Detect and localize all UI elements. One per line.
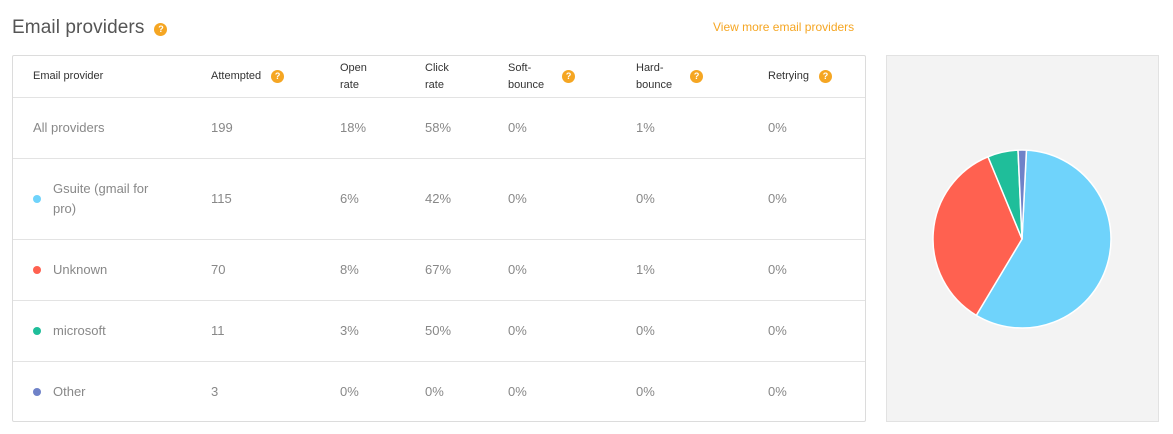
- view-more-providers-link[interactable]: View more email providers: [713, 20, 855, 34]
- attempted-value: 11: [211, 323, 225, 338]
- attempted-value: 3: [211, 384, 219, 399]
- pie-slice-unknown[interactable]: [932, 156, 1023, 317]
- provider-name: Unknown: [33, 240, 107, 300]
- pie-slice-other[interactable]: [1017, 149, 1028, 240]
- soft-bounce-value: 0%: [508, 262, 527, 277]
- retrying-value: 0%: [768, 120, 787, 135]
- retrying-value: 0%: [768, 384, 787, 399]
- soft-bounce-value: 0%: [508, 191, 527, 206]
- help-icon[interactable]: ?: [562, 70, 576, 83]
- retrying-value: 0%: [768, 191, 787, 206]
- col-header-hard-bounce[interactable]: Hard- bounce ?: [636, 56, 704, 97]
- col-header-retrying[interactable]: Retrying ?: [768, 56, 832, 97]
- provider-name: All providers: [33, 120, 105, 135]
- hard-bounce-value: 1%: [636, 262, 655, 277]
- open-rate-value: 6%: [340, 191, 359, 206]
- help-icon[interactable]: ?: [271, 70, 285, 83]
- hard-bounce-value: 0%: [636, 323, 655, 338]
- open-rate-value: 8%: [340, 262, 359, 277]
- legend-dot: [33, 266, 41, 274]
- click-rate-value: 0%: [425, 384, 444, 399]
- help-icon[interactable]: ?: [818, 70, 832, 83]
- attempted-value: 70: [211, 262, 226, 277]
- hard-bounce-value: 0%: [636, 191, 655, 206]
- provider-name: Gsuite (gmail for pro): [33, 159, 148, 239]
- col-header-soft-bounce[interactable]: Soft- bounce ?: [508, 56, 576, 97]
- provider-name: Other: [33, 362, 86, 422]
- providers-table: Email provider Attempted ? Open rate Cli…: [12, 55, 866, 422]
- table-row[interactable]: Gsuite (gmail for pro) 115 6% 42% 0% 0% …: [13, 159, 865, 240]
- table-header-row: Email provider Attempted ? Open rate Cli…: [13, 56, 865, 98]
- hard-bounce-value: 0%: [636, 384, 655, 399]
- soft-bounce-value: 0%: [508, 323, 527, 338]
- help-icon[interactable]: ?: [690, 70, 704, 83]
- table-row[interactable]: Unknown 70 8% 67% 0% 1% 0%: [13, 240, 865, 301]
- attempted-value: 199: [211, 120, 233, 135]
- retrying-value: 0%: [768, 262, 787, 277]
- click-rate-value: 67%: [425, 262, 452, 277]
- click-rate-value: 42%: [425, 191, 452, 206]
- page-title: Email providers: [12, 17, 145, 38]
- pie-slice-gsuite-gmail-for-pro[interactable]: [975, 149, 1112, 329]
- section-header: Email providers ?: [12, 17, 168, 39]
- help-icon[interactable]: ?: [154, 23, 168, 36]
- click-rate-value: 58%: [425, 120, 452, 135]
- table-row[interactable]: Other 3 0% 0% 0% 0% 0%: [13, 362, 865, 422]
- attempted-value: 115: [211, 191, 232, 206]
- legend-dot: [33, 327, 41, 335]
- provider-pie-chart-panel: [886, 55, 1159, 422]
- soft-bounce-value: 0%: [508, 120, 527, 135]
- open-rate-value: 0%: [340, 384, 359, 399]
- legend-dot: [33, 195, 41, 203]
- open-rate-value: 18%: [340, 120, 367, 135]
- open-rate-value: 3%: [340, 323, 359, 338]
- hard-bounce-value: 1%: [636, 120, 655, 135]
- col-header-open-rate[interactable]: Open rate: [340, 61, 367, 91]
- legend-dot: [33, 388, 41, 396]
- col-header-email-provider[interactable]: Email provider: [33, 70, 104, 82]
- retrying-value: 0%: [768, 323, 787, 338]
- click-rate-value: 50%: [425, 323, 452, 338]
- col-header-attempted[interactable]: Attempted ?: [211, 56, 285, 97]
- provider-name: microsoft: [33, 301, 106, 361]
- provider-pie-chart: [932, 149, 1112, 329]
- table-row[interactable]: microsoft 11 3% 50% 0% 0% 0%: [13, 301, 865, 362]
- table-row[interactable]: All providers 199 18% 58% 0% 1% 0%: [13, 98, 865, 159]
- col-header-click-rate[interactable]: Click rate: [425, 61, 449, 91]
- soft-bounce-value: 0%: [508, 384, 527, 399]
